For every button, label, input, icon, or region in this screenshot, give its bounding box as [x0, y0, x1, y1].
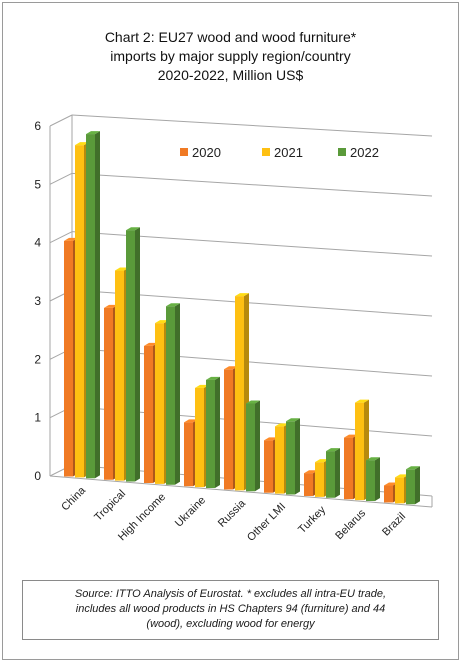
- bar-belarus-2022: [366, 460, 375, 502]
- bar-high-income-2020: [144, 345, 153, 483]
- source-line-3: (wood), excluding wood for energy: [146, 618, 315, 630]
- bar-top: [304, 470, 318, 474]
- x-tick-label: Russia: [216, 497, 249, 530]
- bar-ukraine-2020: [184, 422, 193, 487]
- gridline-side-4: [49, 231, 73, 244]
- bar-top: [366, 457, 380, 461]
- bar-top: [275, 423, 289, 427]
- bar-tropical-2022: [126, 230, 135, 482]
- bar-other-lmi-2020: [264, 440, 273, 493]
- bar-top: [344, 434, 358, 438]
- bar-side: [255, 400, 260, 492]
- bar-ukraine-2022: [206, 379, 215, 489]
- bar-tropical-2021: [115, 270, 124, 481]
- bar-top: [75, 142, 89, 146]
- x-tick-label: Belarus: [333, 507, 368, 542]
- bar-top: [115, 267, 129, 271]
- bar-russia-2021: [235, 296, 244, 491]
- bar-top: [155, 320, 169, 324]
- gridline-side-5: [49, 172, 73, 185]
- bar-turkey-2021: [315, 462, 324, 497]
- legend-label: 2020: [192, 145, 221, 160]
- x-tick-label: Turkey: [296, 504, 328, 536]
- bar-tropical-2020: [104, 307, 113, 480]
- bar-china-2021: [75, 145, 84, 478]
- bar-russia-2020: [224, 369, 233, 490]
- x-tick-label: Brazil: [380, 511, 408, 539]
- source-line-1: Source: ITTO Analysis of Eurostat. * exc…: [74, 588, 387, 600]
- gridline-side-6: [49, 114, 73, 127]
- bar-china-2022: [86, 134, 95, 479]
- bar-side: [135, 227, 140, 482]
- bar-top: [355, 399, 369, 403]
- chart-title-line-2: imports by major supply region/country: [110, 48, 351, 64]
- bar-belarus-2020: [344, 437, 353, 500]
- bar-top: [195, 384, 209, 388]
- bar-side: [415, 466, 420, 505]
- bar-brazil-2022: [406, 469, 415, 505]
- legend-label: 2022: [350, 145, 379, 160]
- bar-top: [286, 418, 300, 422]
- bar-top: [126, 227, 140, 231]
- legend-swatch-2020: [180, 148, 188, 156]
- bar-side: [175, 303, 180, 485]
- floor-edge: [49, 475, 433, 508]
- gridline-6: [71, 114, 433, 137]
- chart-title-line-3: 2020-2022, Million US$: [157, 67, 304, 83]
- bar-side: [295, 418, 300, 495]
- y-tick-label: 4: [34, 236, 41, 250]
- x-tick-label: China: [59, 484, 88, 513]
- y-tick-label: 0: [34, 469, 41, 483]
- bar-top: [395, 474, 409, 478]
- bar-side: [215, 376, 220, 489]
- bar-top: [104, 304, 118, 308]
- bar-top: [184, 419, 198, 423]
- legend-swatch-2021: [262, 148, 270, 156]
- bar-other-lmi-2021: [275, 426, 284, 494]
- bar-high-income-2021: [155, 323, 164, 484]
- bar-top: [144, 342, 158, 346]
- bar-brazil-2020: [384, 485, 393, 503]
- y-tick-label: 6: [34, 119, 41, 133]
- bar-top: [224, 366, 238, 370]
- bar-top: [86, 131, 100, 135]
- bar-top: [384, 482, 398, 486]
- y-tick-label: 1: [34, 411, 41, 425]
- bar-brazil-2021: [395, 477, 404, 504]
- bar-high-income-2022: [166, 306, 175, 485]
- source-line-2: includes all wood products in HS Chapter…: [75, 603, 386, 615]
- bar-top: [206, 376, 220, 380]
- bar-other-lmi-2022: [286, 421, 295, 495]
- bar-china-2020: [64, 240, 73, 477]
- gridline-5: [71, 172, 433, 197]
- legend-swatch-2022: [338, 148, 346, 156]
- y-tick-label: 3: [34, 294, 41, 308]
- x-tick-label: Other LMI: [245, 501, 288, 544]
- bar-turkey-2022: [326, 451, 335, 498]
- bar-side: [375, 457, 380, 502]
- bar-top: [406, 466, 420, 470]
- chart-title-line-1: Chart 2: EU27 wood and wood furniture*: [104, 29, 357, 45]
- source-note: Source: ITTO Analysis of Eurostat. * exc…: [22, 580, 439, 640]
- bar-top: [246, 400, 260, 404]
- bar-side: [335, 448, 340, 498]
- chart-title: Chart 2: EU27 wood and wood furniture* i…: [20, 28, 441, 85]
- x-tick-label: Ukraine: [173, 494, 208, 529]
- bar-top: [315, 459, 329, 463]
- x-tick-label: Tropical: [92, 488, 128, 524]
- bar-top: [326, 448, 340, 452]
- bar-ukraine-2021: [195, 387, 204, 488]
- legend-label: 2021: [274, 145, 303, 160]
- bar-russia-2022: [246, 403, 255, 492]
- bar-top: [64, 237, 78, 241]
- bar-side: [95, 131, 100, 479]
- bar-top: [166, 303, 180, 307]
- bar-turkey-2020: [304, 473, 313, 496]
- bar-belarus-2021: [355, 402, 364, 501]
- bar-top: [235, 293, 249, 297]
- y-tick-label: 5: [34, 177, 41, 191]
- bar-top: [264, 437, 278, 441]
- y-tick-label: 2: [34, 352, 41, 366]
